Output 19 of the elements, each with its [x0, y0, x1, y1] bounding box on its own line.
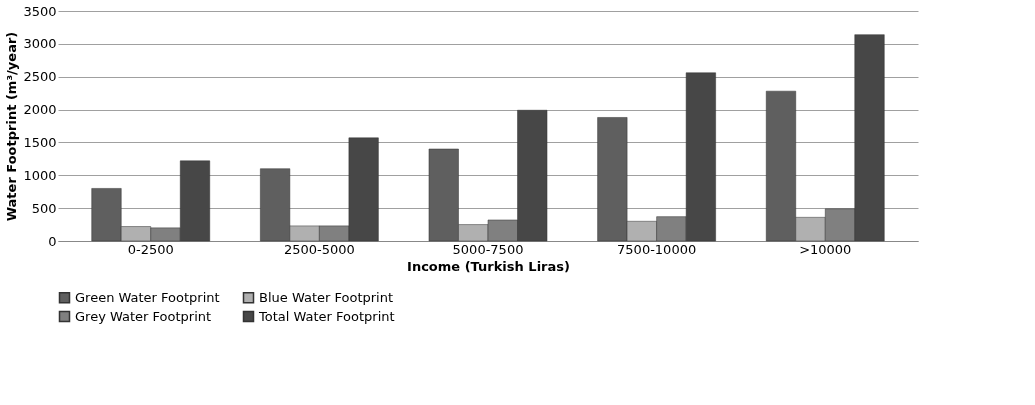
- x-axis-title: Income (Turkish Liras): [407, 258, 570, 274]
- legend-label: Blue Water Footprint: [259, 289, 394, 305]
- x-tick-label: 5000-7500: [452, 241, 524, 257]
- y-tick-label: 1500: [23, 134, 57, 150]
- y-tick-label: 1000: [23, 167, 57, 183]
- y-tick-label: 0: [48, 233, 57, 249]
- x-tick-label: 2500-5000: [283, 241, 355, 257]
- x-tick-label: >10000: [799, 241, 852, 257]
- x-tick-label: 0-2500: [127, 241, 174, 257]
- x-tick-label: 7500-10000: [617, 241, 697, 257]
- y-tick-label: 500: [31, 200, 57, 216]
- y-tick-label: 2500: [23, 69, 57, 85]
- y-axis-title: Water Footprint (m³/year): [4, 31, 20, 222]
- y-tick-label: 2000: [23, 102, 57, 118]
- legend-label: Total Water Footprint: [258, 308, 395, 324]
- legend-label: Grey Water Footprint: [75, 308, 212, 324]
- legend-label: Green Water Footprint: [75, 289, 220, 305]
- y-tick-label: 3500: [23, 3, 57, 19]
- y-tick-label: 3000: [23, 36, 57, 52]
